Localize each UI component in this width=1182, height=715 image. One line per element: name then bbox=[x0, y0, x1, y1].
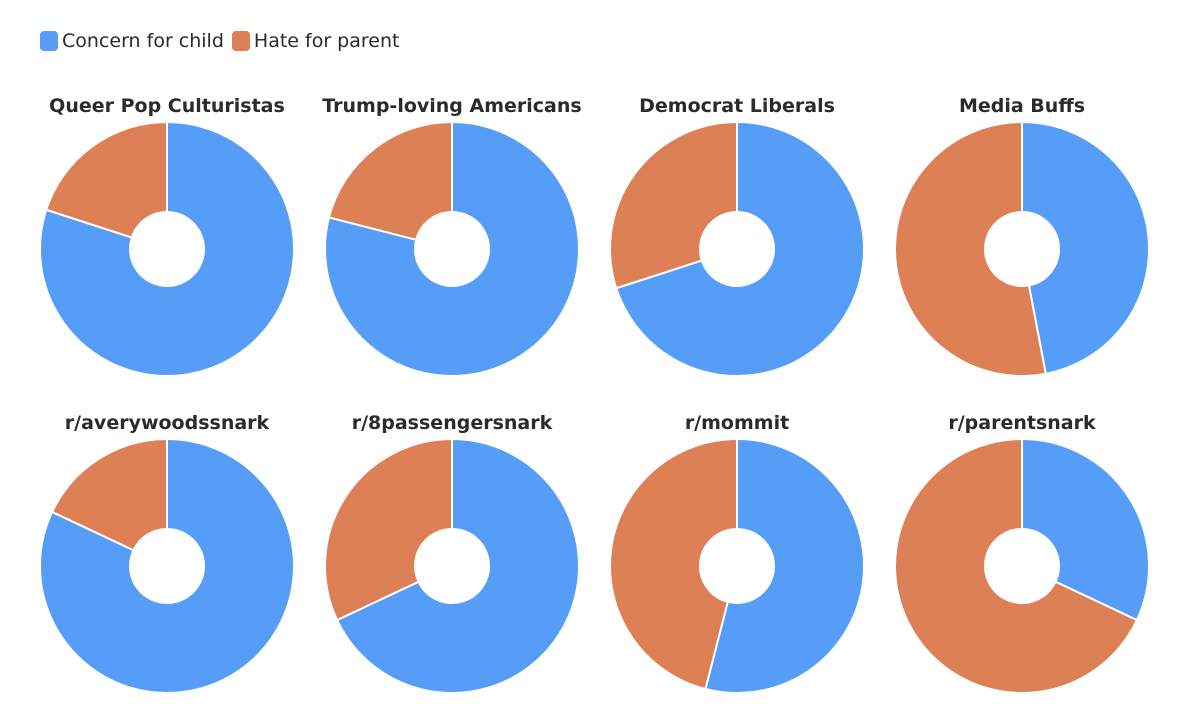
donut-chart: r/8passengersnark bbox=[324, 412, 580, 694]
slice-concern-for-child[interactable] bbox=[1021, 120, 1150, 375]
slice-hate-for-parent[interactable] bbox=[324, 437, 453, 622]
legend-swatch-hate bbox=[231, 31, 250, 51]
slice-hate-for-parent[interactable] bbox=[50, 437, 168, 552]
chart-title: r/averywoodssnark bbox=[65, 412, 270, 434]
donut-chart: Trump-loving Americans bbox=[322, 95, 582, 377]
chart-title: Media Buffs bbox=[959, 95, 1085, 117]
donut-chart: r/averywoodssnark bbox=[39, 412, 295, 694]
slice-hate-for-parent[interactable] bbox=[44, 120, 168, 239]
donut-chart: Media Buffs bbox=[894, 95, 1150, 377]
legend-label: Concern for child bbox=[62, 30, 224, 52]
legend-item-concern[interactable]: Concern for child bbox=[40, 30, 224, 52]
legend-item-hate[interactable]: Hate for parent bbox=[231, 30, 400, 52]
legend-swatch-concern bbox=[40, 31, 58, 51]
chart-title: Trump-loving Americans bbox=[322, 95, 581, 117]
slice-concern-for-child[interactable] bbox=[704, 437, 865, 694]
chart-title: r/parentsnark bbox=[948, 412, 1096, 434]
slice-concern-for-child[interactable] bbox=[335, 437, 580, 694]
donut-chart: r/mommit bbox=[609, 412, 865, 694]
donut-chart: Queer Pop Culturistas bbox=[39, 95, 295, 377]
donut-chart: Democrat Liberals bbox=[609, 95, 865, 377]
slice-concern-for-child[interactable] bbox=[614, 120, 865, 377]
slice-hate-for-parent[interactable] bbox=[609, 437, 738, 691]
chart-title: r/8passengersnark bbox=[352, 412, 553, 434]
chart-title: r/mommit bbox=[685, 412, 789, 434]
slice-concern-for-child[interactable] bbox=[324, 120, 580, 377]
legend: Concern for child Hate for parent bbox=[40, 30, 407, 52]
slice-hate-for-parent[interactable] bbox=[894, 437, 1139, 694]
slice-concern-for-child[interactable] bbox=[39, 120, 295, 377]
chart-title: Queer Pop Culturistas bbox=[49, 95, 285, 117]
slice-hate-for-parent[interactable] bbox=[609, 120, 738, 290]
legend-label: Hate for parent bbox=[253, 30, 400, 52]
slice-hate-for-parent[interactable] bbox=[327, 120, 453, 242]
donut-chart: r/parentsnark bbox=[894, 412, 1150, 694]
chart-title: Democrat Liberals bbox=[639, 95, 835, 117]
slice-hate-for-parent[interactable] bbox=[894, 120, 1047, 377]
slice-concern-for-child[interactable] bbox=[1021, 437, 1150, 622]
slice-concern-for-child[interactable] bbox=[39, 437, 295, 694]
